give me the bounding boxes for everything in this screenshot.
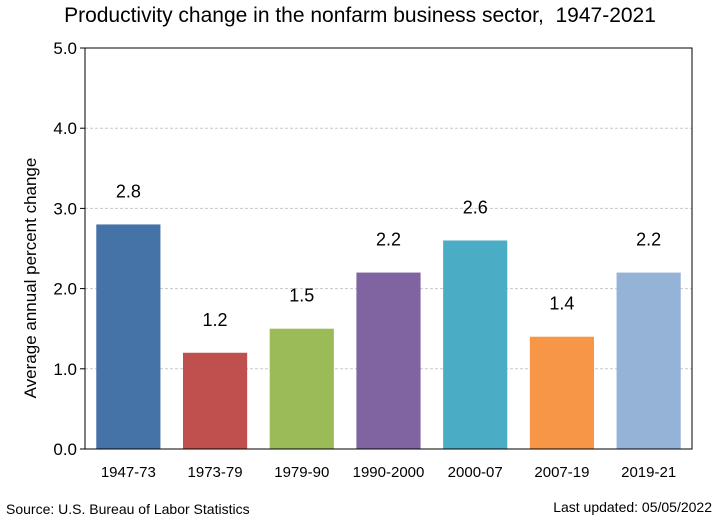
- labels: 0.0 1.0 2.0 3.0 4.0 5.0 2.8 1947-73 1.2 1973-79 1.…: [53, 39, 676, 481]
- bar-1990-2000: [356, 272, 421, 449]
- y-tick-label: 4.0: [53, 119, 77, 138]
- y-axis-title: Average annual percent change: [21, 158, 40, 399]
- data-label: 2.6: [463, 197, 488, 217]
- bars: [96, 224, 681, 449]
- bar-2019-21: [616, 272, 681, 449]
- y-tick-label: 5.0: [53, 39, 77, 58]
- data-label: 2.2: [636, 230, 661, 250]
- bar-2007-19: [529, 336, 595, 449]
- data-label: 2.8: [116, 181, 141, 201]
- x-tick-label: 2019-21: [621, 464, 676, 481]
- data-label: 1.5: [289, 286, 314, 306]
- data-label: 1.2: [203, 310, 228, 330]
- plot-border: [84, 47, 693, 450]
- x-tick-label: 1973-79: [188, 464, 243, 481]
- source-note: Source: U.S. Bureau of Labor Statistics: [6, 501, 250, 517]
- y-tick-label: 2.0: [53, 280, 77, 299]
- x-tick-label: 1990-2000: [353, 464, 425, 481]
- bar-1979-90: [269, 328, 334, 449]
- chart-title: Productivity change in the nonfarm busin…: [64, 4, 656, 27]
- data-label: 1.4: [549, 294, 574, 314]
- y-tick-label: 3.0: [53, 199, 77, 218]
- data-label: 2.2: [376, 230, 401, 250]
- bar-1973-79: [182, 352, 248, 449]
- y-tick-label: 0.0: [53, 440, 77, 459]
- y-tick-label: 1.0: [53, 360, 77, 379]
- bar-2000-07: [443, 240, 508, 449]
- bar-1947-73: [96, 224, 161, 449]
- x-tick-label: 1947-73: [101, 464, 156, 481]
- x-tick-label: 1979-90: [274, 464, 329, 481]
- axes: [80, 47, 693, 450]
- x-tick-label: 2000-07: [448, 464, 503, 481]
- x-tick-label: 2007-19: [534, 464, 589, 481]
- last-updated-note: Last updated: 05/05/2022: [553, 499, 712, 515]
